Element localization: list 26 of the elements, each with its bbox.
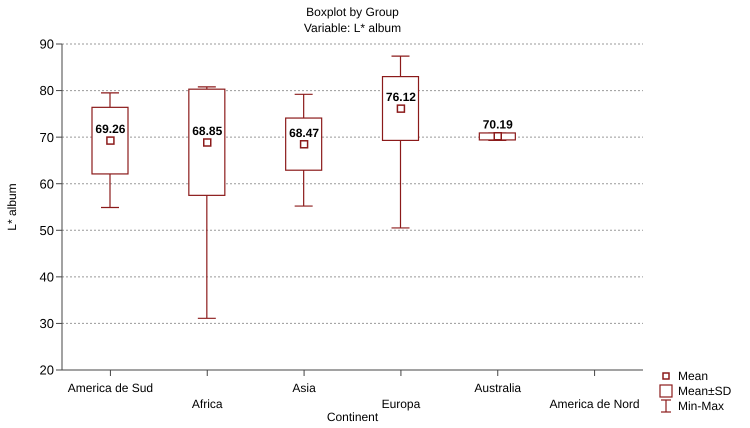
y-axis-title: L* album [5, 183, 19, 231]
chart-subtitle: Variable: L* album [302, 20, 402, 36]
x-tick-label: Australia [474, 381, 522, 395]
y-tick-label: 30 [40, 316, 54, 332]
x-tick-label: Asia [292, 381, 316, 395]
text: 69.26 [95, 122, 126, 136]
y-tick-label: 50 [40, 222, 54, 238]
text: Min-Max [678, 398, 724, 412]
text: 70.19 [482, 118, 513, 132]
x-tick-label: America de Nord [550, 397, 640, 411]
y-tick-label: 60 [40, 176, 54, 192]
text: Mean±SD [678, 384, 732, 398]
y-tick-label: 40 [40, 269, 54, 284]
y-tick-label: 70 [40, 130, 54, 145]
x-axis-title: Continent [326, 410, 380, 424]
chart-title: Boxplot by Group [305, 4, 400, 20]
y-tick-label: 20 [40, 362, 54, 378]
x-tick-label: Africa [192, 397, 223, 411]
y-tick-label: 90 [40, 36, 54, 52]
text: Mean [678, 368, 708, 382]
text: 68.85 [192, 124, 222, 138]
text: 76.12 [386, 90, 416, 104]
x-tick-label: Europa [382, 397, 421, 411]
x-tick-label: America de Sud [68, 381, 154, 395]
y-tick-label: 80 [40, 83, 54, 98]
text: 68.47 [289, 126, 320, 140]
